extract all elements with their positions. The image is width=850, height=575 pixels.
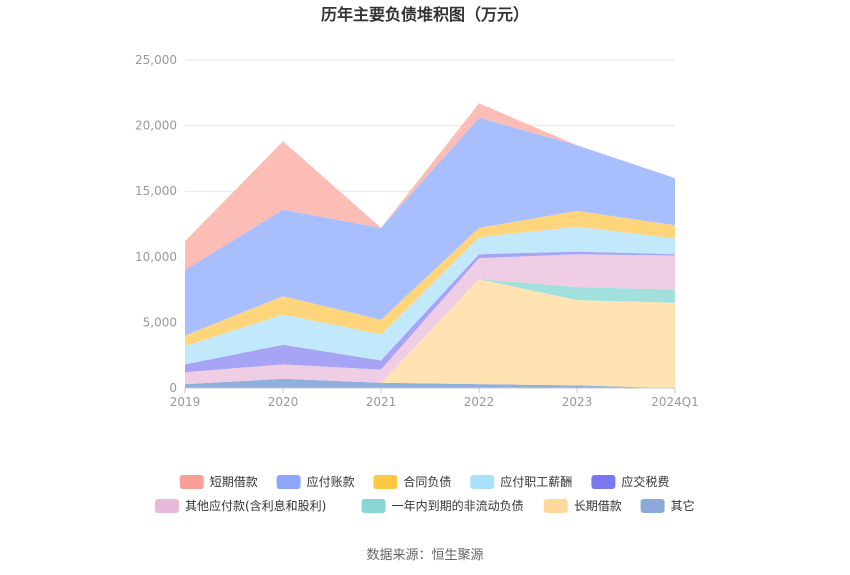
legend-item[interactable]: 应交税费 [591, 474, 669, 489]
legend-label: 一年内到期的非流动负债 [392, 498, 524, 513]
area-合同负债 [185, 210, 675, 346]
x-tick-label: 2022 [464, 395, 495, 409]
area-series [185, 103, 675, 388]
legend-item[interactable]: 其他应付款(含利息和股利) [155, 498, 326, 513]
area-应付账款 [185, 117, 675, 336]
legend-swatch [470, 475, 495, 489]
legend-label: 短期借款 [210, 475, 258, 489]
legend-label: 合同负债 [403, 474, 451, 489]
legend-swatch [543, 499, 568, 513]
legend-label: 其他应付款(含利息和股利) [185, 498, 326, 513]
y-tick-label: 15,000 [135, 184, 177, 198]
legend-item[interactable]: 其它 [640, 498, 695, 513]
area-应交税费 [185, 251, 675, 373]
area-短期借款 [185, 103, 675, 270]
x-tick-label: 2020 [268, 395, 299, 409]
chart-title: 历年主要负债堆积图（万元） [321, 5, 529, 24]
legend-swatch [640, 499, 665, 513]
area-其他应付款(含利息和股利) [185, 254, 675, 385]
legend-item[interactable]: 应付账款 [276, 474, 355, 489]
legend-swatch [361, 499, 386, 513]
y-tick-label: 20,000 [135, 119, 177, 133]
x-tick-label: 2021 [366, 395, 397, 409]
legend-item[interactable]: 长期借款 [543, 499, 622, 513]
area-应付职工薪酬 [185, 226, 675, 365]
legend-swatch [591, 475, 616, 489]
x-tick-label: 2023 [562, 395, 593, 409]
y-tick-label: 10,000 [135, 250, 177, 264]
legend-label: 应付账款 [307, 474, 355, 489]
area-长期借款 [185, 279, 675, 388]
legend-label: 其它 [671, 498, 695, 513]
data-source-note: 数据来源：恒生聚源 [366, 548, 483, 563]
x-tick-label: 2024Q1 [651, 395, 699, 409]
legend-swatch [373, 475, 398, 489]
legend-label: 应交税费 [621, 474, 669, 489]
legend-swatch [155, 499, 179, 513]
legend-label: 长期借款 [574, 499, 622, 513]
area-一年内到期的非流动负债 [185, 279, 675, 385]
y-tick-label: 25,000 [135, 53, 177, 67]
axes: 0 5,000 10,000 15,000 20,000 25,000 2019 2020 20… [135, 53, 699, 409]
legend-item[interactable]: 合同负债 [373, 474, 451, 489]
legend-label: 应付职工薪酬 [500, 474, 572, 489]
legend-item[interactable]: 应付职工薪酬 [470, 474, 572, 489]
legend-swatch [179, 475, 204, 489]
y-tick-label: 5,000 [143, 315, 177, 329]
area-其它 [185, 378, 675, 388]
legend-swatch [276, 475, 301, 489]
y-tick-label: 0 [169, 381, 177, 395]
legend-item[interactable]: 一年内到期的非流动负债 [361, 498, 524, 513]
legend-item[interactable]: 短期借款 [179, 475, 258, 489]
x-tick-label: 2019 [170, 395, 201, 409]
